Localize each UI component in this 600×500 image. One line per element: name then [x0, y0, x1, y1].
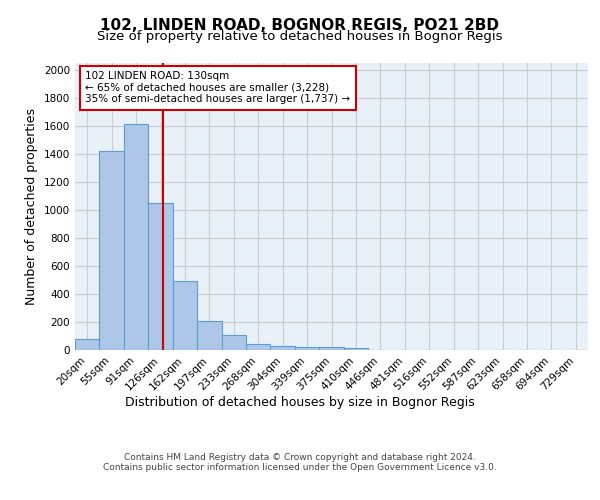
Bar [124, 124, 148, 350]
Bar [197, 322, 221, 350]
Text: 102, LINDEN ROAD, BOGNOR REGIS, PO21 2BD: 102, LINDEN ROAD, BOGNOR REGIS, PO21 2BD [101, 18, 499, 32]
Text: Size of property relative to detached houses in Bognor Regis: Size of property relative to detached ho… [97, 30, 503, 43]
Bar [295, 347, 319, 350]
Text: Contains HM Land Registry data © Crown copyright and database right 2024.
Contai: Contains HM Land Registry data © Crown c… [103, 453, 497, 472]
Bar [344, 348, 368, 350]
Bar [221, 336, 246, 350]
Bar [100, 151, 124, 350]
Text: 102 LINDEN ROAD: 130sqm
← 65% of detached houses are smaller (3,228)
35% of semi: 102 LINDEN ROAD: 130sqm ← 65% of detache… [85, 71, 350, 104]
Bar [271, 346, 295, 350]
Y-axis label: Number of detached properties: Number of detached properties [25, 108, 38, 304]
Bar [319, 348, 344, 350]
Bar [173, 282, 197, 350]
Bar [75, 339, 100, 350]
Bar [246, 344, 271, 350]
Text: Distribution of detached houses by size in Bognor Regis: Distribution of detached houses by size … [125, 396, 475, 409]
Bar [148, 202, 173, 350]
